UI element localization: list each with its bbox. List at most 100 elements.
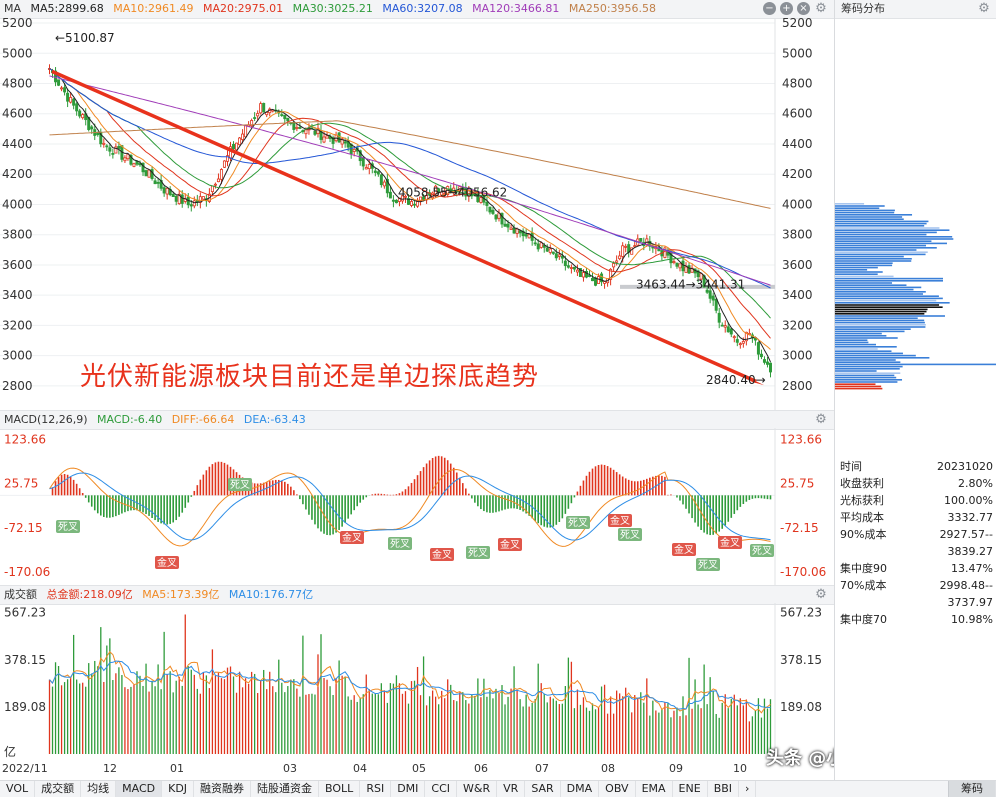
candle-body (126, 153, 130, 160)
chip-bar (835, 385, 882, 388)
tab-ene[interactable]: ENE (673, 781, 708, 797)
diff-value: DIFF:-66.64 (171, 413, 235, 426)
dead-cross-badge: 死叉 (466, 546, 490, 559)
tab-wr[interactable]: W&R (457, 781, 498, 797)
candle-body (711, 295, 715, 301)
candle-body (744, 331, 748, 342)
chip-bar (835, 361, 901, 363)
ma250-label: MA250:3956.58 (568, 2, 657, 15)
macd-chart[interactable]: 123.66 123.66 25.75 25.75 -72.15 -72.15 -170.0… (0, 428, 834, 585)
candle-body (509, 227, 513, 230)
chip-bar (835, 343, 876, 346)
candle-body (313, 130, 317, 135)
tab-sar[interactable]: SAR (525, 781, 561, 797)
tab-cci[interactable]: CCI (425, 781, 458, 797)
badge-bg (228, 478, 252, 491)
candle-body (485, 201, 489, 206)
candle-body (684, 266, 688, 273)
chip-bar (835, 269, 868, 271)
candle-body (639, 238, 643, 242)
badge-text: 死叉 (230, 479, 250, 491)
volume-chart[interactable]: 567.23 567.23 378.15 378.15 189.08 189.08 亿 (0, 603, 834, 758)
tab-next-icon[interactable]: › (739, 781, 757, 797)
y-tick-left: 4000 (2, 197, 33, 211)
date-label: 07 (535, 762, 549, 775)
price-chart[interactable]: 5200 5200 5000 5000 4800 4800 4600 4600 4400 4400… (0, 18, 834, 410)
candle-body (156, 182, 160, 184)
chip-bar (835, 211, 895, 214)
tab-northbound[interactable]: 陆股通资金 (251, 781, 320, 797)
macd-panel-header: MACD(12,26,9) MACD:-6.40 DIFF:-66.64 DEA… (0, 410, 834, 430)
candle-body (672, 261, 676, 263)
badge-text: 死叉 (620, 529, 640, 541)
tab-margin[interactable]: 融资融券 (194, 781, 252, 797)
gear-icon[interactable]: ⚙ (815, 1, 827, 16)
vol-tick-left: 567.23 (4, 606, 46, 620)
candle-body (144, 170, 148, 177)
close-icon[interactable]: × (797, 2, 810, 15)
candle-body (726, 326, 730, 333)
candle-body (75, 103, 79, 112)
tab-ema[interactable]: EMA (636, 781, 673, 797)
vol-ma-10 (49, 660, 771, 710)
gear-icon[interactable]: ⚙ (978, 1, 990, 16)
volume-panel-header: 成交额 总金额:218.09亿 MA5:173.39亿 MA10:176.77亿… (0, 585, 834, 605)
tab-vol[interactable]: VOL (0, 781, 36, 797)
candle-body (756, 342, 760, 355)
badge-bg (466, 546, 490, 559)
candle-body (253, 117, 257, 119)
candle-body (225, 155, 229, 162)
vol-tick-right: 189.08 (780, 700, 822, 714)
chip-bar (835, 203, 865, 205)
candle-body (358, 150, 362, 162)
tab-bbi[interactable]: BBI (708, 781, 740, 797)
total-amount: 总金额:218.09亿 (46, 588, 133, 601)
tab-ma[interactable]: 均线 (81, 781, 117, 797)
date-label: 2022/11 (2, 762, 48, 775)
chip-bar (835, 214, 913, 216)
dea-value: DEA:-63.43 (243, 413, 306, 426)
y-tick-left: 2800 (2, 379, 33, 393)
gear-icon[interactable]: ⚙ (815, 412, 827, 427)
candle-body (262, 102, 266, 113)
tab-boll[interactable]: BOLL (319, 781, 361, 797)
tab-chips[interactable]: 筹码 (948, 781, 996, 797)
candle-body (96, 132, 100, 136)
candle-body (624, 245, 628, 248)
candle-body (587, 275, 591, 277)
tab-kdj[interactable]: KDJ (162, 781, 195, 797)
chip-distribution-sidebar: 筹码分布 ⚙ 时间 20231020 收盘获利 2.80% 光标获利 100.00% … (834, 0, 996, 796)
vol-tick-right: 567.23 (780, 606, 822, 620)
tab-macd[interactable]: MACD (116, 781, 163, 797)
tab-rsi[interactable]: RSI (360, 781, 392, 797)
price-panel: MA MA5:2899.68 MA10:2961.49 MA20:2975.01… (0, 0, 834, 410)
ma-line-250 (49, 120, 771, 209)
stat-row: 90%成本 2927.57-- (840, 528, 993, 541)
chip-bar (835, 264, 893, 267)
candle-body (491, 209, 495, 214)
tab-obv[interactable]: OBV (599, 781, 636, 797)
candle-body (735, 339, 739, 343)
candle-body (162, 187, 166, 194)
candle-body (235, 142, 239, 151)
tab-dma[interactable]: DMA (561, 781, 600, 797)
macd-tick-left: 25.75 (4, 477, 38, 491)
candle-body (337, 132, 341, 143)
minus-icon[interactable]: − (763, 2, 776, 15)
tab-vr[interactable]: VR (497, 781, 526, 797)
chip-bar (835, 236, 953, 238)
candle-body (575, 269, 579, 273)
chip-bar (835, 233, 927, 236)
plus-icon[interactable]: + (780, 2, 793, 15)
candle-body (99, 132, 103, 145)
y-tick-right: 4800 (782, 77, 813, 91)
chip-stats: 时间 20231020 收盘获利 2.80% 光标获利 100.00% 平均成本 333… (835, 458, 996, 628)
tab-dmi[interactable]: DMI (391, 781, 426, 797)
chip-bar (835, 317, 918, 319)
tab-turnover[interactable]: 成交额 (35, 781, 82, 797)
gear-icon[interactable]: ⚙ (815, 587, 827, 602)
ma60-label: MA60:3207.08 (382, 2, 463, 15)
chip-bar (835, 216, 903, 218)
chip-bar (835, 218, 904, 220)
diff-line (49, 467, 771, 547)
